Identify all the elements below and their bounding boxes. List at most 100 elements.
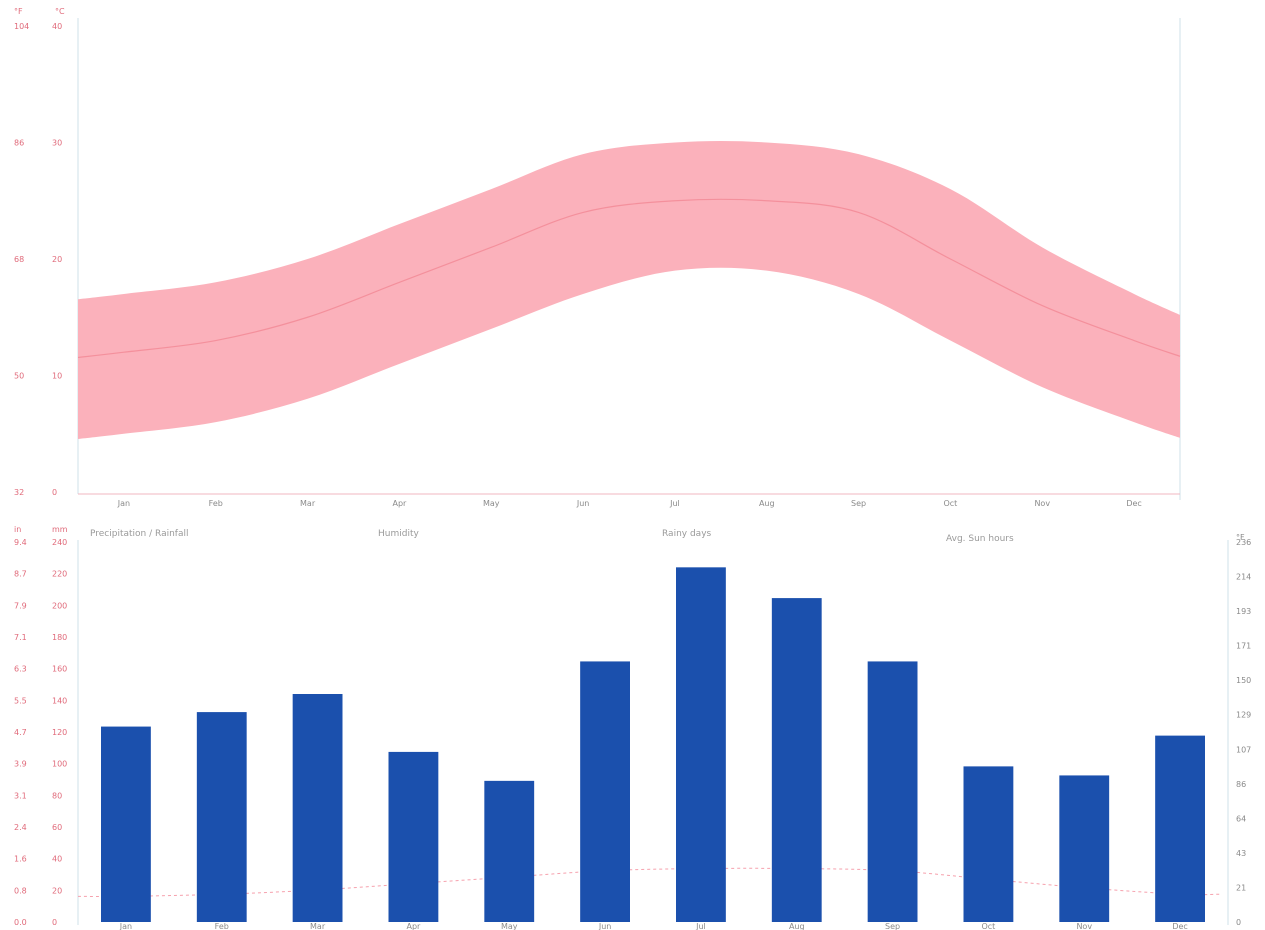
precip-temperature-line — [77, 867, 1221, 898]
temp-x-tick: Nov — [1034, 499, 1050, 508]
precip-header-3: Rainy days — [662, 529, 712, 539]
precip-right-tick: 129 — [1236, 711, 1251, 720]
precip-bar — [1059, 775, 1110, 922]
temp-right-ticks: 0 10 20 30 40 — [52, 22, 62, 497]
temp-right-tick: 20 — [52, 255, 62, 264]
precip-x-tick: Sep — [885, 922, 900, 930]
precip-mid-tick: 140 — [52, 696, 67, 705]
precip-left-tick: 4.7 — [14, 728, 27, 737]
precip-right-tick: 86 — [1236, 780, 1246, 789]
precip-left-tick: 7.9 — [14, 601, 27, 610]
precip-left-tick: 2.4 — [14, 823, 27, 832]
precip-mid-ticks: 0 20 40 60 80 100 120 140 160 180 200 220 240 — [52, 538, 67, 927]
temp-right-tick: 10 — [52, 372, 62, 381]
temp-x-tick: May — [483, 499, 500, 508]
precip-left-tick: 0.0 — [14, 918, 27, 927]
precip-bar — [676, 567, 726, 922]
precip-x-tick: Oct — [981, 922, 995, 930]
precip-left-tick: 9.4 — [14, 538, 27, 547]
precip-right-tick: 21 — [1236, 883, 1246, 892]
precip-bar — [196, 712, 247, 922]
precip-mid-tick: 80 — [52, 791, 62, 800]
precip-x-tick: May — [501, 922, 518, 930]
precip-right-tick: 236 — [1236, 538, 1251, 547]
temp-x-tick: Aug — [759, 499, 775, 508]
precip-right-tick: 0 — [1236, 918, 1241, 927]
precip-bars — [101, 567, 1205, 922]
precip-right-axis-label: °F — [1236, 533, 1245, 542]
precip-mid-tick: 0 — [52, 918, 57, 927]
temp-left-ticks: 32 50 68 86 104 — [14, 22, 29, 497]
temp-x-tick: Sep — [851, 499, 866, 508]
precip-right-tick: 107 — [1236, 745, 1251, 754]
temp-x-tick: Mar — [300, 499, 316, 508]
precip-x-tick: Jun — [598, 922, 612, 930]
precip-bar — [963, 766, 1014, 922]
precip-mid-tick: 100 — [52, 760, 67, 769]
precip-left-tick: 6.3 — [14, 665, 27, 674]
precip-bar — [867, 661, 918, 922]
precip-mid-tick: 160 — [52, 665, 67, 674]
precip-header-2: Humidity — [378, 529, 419, 539]
temp-left-tick: 32 — [14, 488, 24, 497]
precip-left-tick: 3.9 — [14, 760, 27, 769]
temp-right-tick: 30 — [52, 139, 62, 148]
precip-bar — [388, 751, 439, 922]
temp-right-tick: 0 — [52, 488, 57, 497]
temp-x-tick: Apr — [392, 499, 407, 508]
temp-x-tick: Jun — [576, 499, 590, 508]
precip-right-tick: 193 — [1236, 607, 1251, 616]
temp-x-ticks: Jan Feb Mar Apr May Jun Jul Aug Sep Oct Nov Dec — [117, 499, 1142, 508]
precip-bar — [1155, 735, 1205, 922]
precip-x-tick: Apr — [406, 922, 421, 930]
precip-bar — [580, 661, 630, 922]
precip-left-tick: 8.7 — [14, 570, 27, 579]
precip-mid-tick: 20 — [52, 886, 62, 895]
precip-right-tick: 64 — [1236, 814, 1246, 823]
temp-x-tick: Dec — [1126, 499, 1141, 508]
temp-x-tick: Jul — [669, 499, 680, 508]
precip-x-tick: Feb — [215, 922, 229, 930]
temp-left-tick: 68 — [14, 255, 24, 264]
precip-left-tick: 5.5 — [14, 696, 27, 705]
precip-mid-tick: 120 — [52, 728, 67, 737]
precip-right-ticks: 0 21 43 64 86 107 129 150 171 193 214 236 — [1236, 538, 1251, 927]
precip-x-tick: Aug — [789, 922, 805, 930]
precip-header-1: Precipitation / Rainfall — [90, 529, 188, 539]
precip-header-4: Avg. Sun hours — [946, 534, 1014, 544]
temp-x-tick: Feb — [209, 499, 223, 508]
precip-left-tick: 7.1 — [14, 633, 27, 642]
temp-x-tick: Oct — [943, 499, 957, 508]
precip-left-ticks: 0.0 0.8 1.6 2.4 3.1 3.9 4.7 5.5 6.3 7.1 7.9 8.7 9.4 — [14, 538, 27, 927]
precip-x-tick: Nov — [1076, 922, 1092, 930]
precip-bar — [292, 694, 343, 922]
precip-mid-tick: 60 — [52, 823, 62, 832]
precip-mid-tick: 180 — [52, 633, 67, 642]
precip-left-axis-label: in — [14, 525, 21, 534]
precip-mid-tick: 40 — [52, 855, 62, 864]
temp-left-tick: 50 — [14, 372, 24, 381]
temp-left-axis-label: °F — [14, 7, 23, 16]
temp-right-tick: 40 — [52, 22, 62, 31]
temp-mean-line — [77, 198, 1181, 359]
temp-left-tick: 104 — [14, 22, 29, 31]
precip-right-tick: 43 — [1236, 849, 1246, 858]
precip-right-tick: 171 — [1236, 642, 1251, 651]
precip-x-ticks: Jan Feb Mar Apr May Jun Jul Aug Sep Oct Nov Dec — [119, 922, 1188, 930]
precip-left-tick: 1.6 — [14, 855, 27, 864]
temp-right-axis-label: °C — [55, 7, 65, 16]
precip-mid-axis-label: mm — [52, 525, 68, 534]
precip-mid-tick: 240 — [52, 538, 67, 547]
precip-mid-tick: 220 — [52, 570, 67, 579]
temp-range-band — [78, 141, 1180, 439]
precipitation-chart: in mm °F Precipitation / Rainfall Humidi… — [14, 525, 1251, 930]
precip-mid-tick: 200 — [52, 601, 67, 610]
temp-left-tick: 86 — [14, 139, 24, 148]
temperature-chart: °F °C 32 50 68 86 104 0 10 20 30 40 Jan Feb Mar Apr… — [14, 7, 1181, 508]
precip-right-tick: 150 — [1236, 676, 1251, 685]
precip-x-tick: Dec — [1172, 922, 1187, 930]
precip-bar — [484, 780, 535, 922]
temp-x-tick: Jan — [117, 499, 130, 508]
precip-right-tick: 214 — [1236, 573, 1251, 582]
precip-x-tick: Jul — [695, 922, 706, 930]
